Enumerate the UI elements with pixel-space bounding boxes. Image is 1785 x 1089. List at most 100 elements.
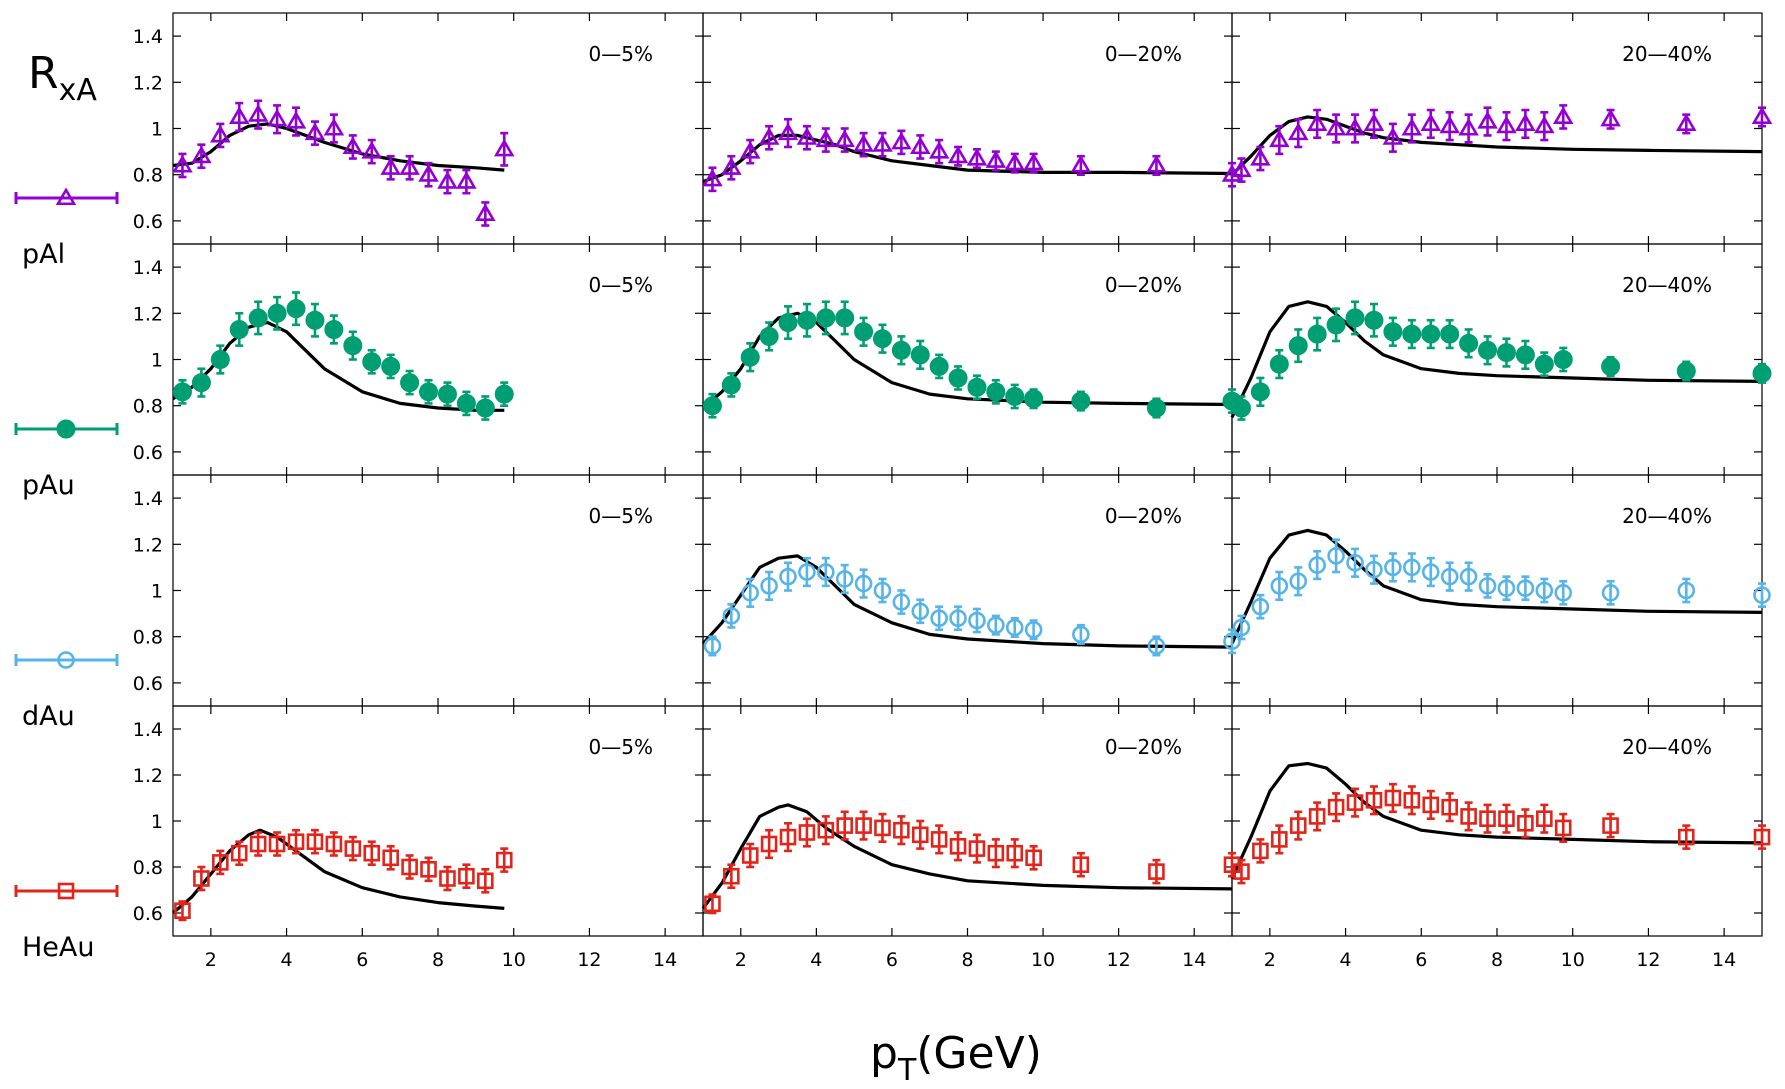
- data-marker-shape: [966, 147, 988, 166]
- data-point: [1403, 552, 1421, 583]
- data-point: [1383, 316, 1403, 347]
- data-marker-shape: [1459, 333, 1479, 353]
- data-marker-shape: [1478, 340, 1498, 360]
- data-marker: [702, 396, 722, 416]
- data-marker: [1232, 618, 1251, 637]
- data-marker: [1402, 324, 1422, 344]
- data-marker: [817, 821, 835, 839]
- data-marker-shape: [968, 840, 986, 857]
- data-marker: [855, 817, 872, 834]
- data-marker: [1306, 113, 1328, 131]
- panel-pAu-0: 0.6 0.8 1 1.2 1.4 0—5%: [133, 243, 704, 476]
- data-point: [760, 828, 778, 860]
- data-point: [1421, 318, 1441, 350]
- data-marker-shape: [1024, 620, 1043, 639]
- data-marker: [1025, 849, 1042, 867]
- data-point: [380, 154, 401, 181]
- data-point: [1327, 538, 1345, 574]
- data-marker-shape: [892, 593, 911, 611]
- data-marker: [401, 858, 418, 876]
- legend-label: dAu: [22, 701, 75, 732]
- data-point: [1401, 113, 1423, 144]
- data-marker-shape: [1496, 115, 1517, 134]
- data-marker-shape: [381, 356, 401, 376]
- data-point: [1148, 858, 1165, 885]
- data-marker: [1147, 637, 1166, 655]
- data-marker-shape: [1364, 310, 1384, 330]
- panel-pAl-1-points: [702, 117, 1167, 193]
- data-marker: [891, 340, 911, 360]
- data-point: [1535, 577, 1554, 604]
- data-point: [778, 305, 798, 341]
- data-marker: [1233, 863, 1250, 880]
- data-marker: [1308, 808, 1326, 825]
- data-marker: [212, 854, 229, 871]
- data-marker: [1601, 356, 1621, 376]
- data-marker: [1496, 343, 1516, 363]
- data-marker: [987, 844, 1005, 862]
- data-marker: [928, 141, 950, 159]
- data-point: [986, 378, 1006, 405]
- data-point: [382, 844, 399, 871]
- data-marker: [910, 136, 931, 155]
- data-marker: [286, 299, 306, 319]
- data-marker: [344, 840, 362, 857]
- data-marker-shape: [1070, 154, 1092, 173]
- data-point: [477, 867, 494, 894]
- data-marker: [835, 308, 855, 328]
- x-tick-label: 6: [1415, 949, 1427, 971]
- data-marker: [777, 122, 799, 141]
- data-marker-shape: [1363, 113, 1385, 131]
- data-marker: [1383, 322, 1403, 342]
- data-marker: [872, 329, 892, 349]
- data-point: [987, 614, 1005, 636]
- data-point: [1600, 108, 1621, 130]
- panel-HeAu-1: 2 4 6 8 10 12 14 0—20%: [701, 705, 1233, 971]
- data-point: [325, 831, 343, 857]
- y-axis-label-main: R: [28, 48, 59, 99]
- data-marker: [1071, 391, 1091, 411]
- data-marker: [1006, 844, 1024, 862]
- data-point: [928, 138, 950, 165]
- data-marker: [853, 134, 874, 152]
- data-point: [1325, 113, 1347, 144]
- data-point: [1515, 108, 1536, 140]
- data-marker: [911, 602, 930, 621]
- data-point: [1676, 113, 1697, 135]
- data-point: [1326, 307, 1346, 343]
- data-point: [779, 821, 797, 853]
- data-marker: [721, 157, 742, 175]
- data-point: [363, 840, 381, 867]
- data-marker-shape: [1287, 122, 1309, 141]
- data-marker: [1271, 831, 1288, 848]
- y-tick-label: 1.2: [133, 534, 163, 556]
- data-marker-shape: [836, 817, 853, 834]
- data-point: [1753, 824, 1771, 850]
- data-marker-shape: [193, 870, 210, 887]
- data-marker-shape: [419, 382, 439, 402]
- data-marker-shape: [1421, 324, 1441, 344]
- data-marker-shape: [228, 106, 250, 125]
- data-marker: [1515, 345, 1535, 365]
- data-point: [381, 353, 401, 380]
- data-marker-shape: [401, 858, 418, 876]
- data-marker: [891, 131, 912, 150]
- data-marker-shape: [361, 141, 383, 159]
- panels-layer: 0.6 0.8 1 1.2 1.4 0—5% 0—20% 20—40% 0.6 0.8 1 1.2 1.…: [133, 12, 1773, 971]
- data-point: [1479, 803, 1496, 834]
- data-point: [172, 152, 193, 179]
- data-marker-shape: [1325, 117, 1347, 136]
- x-tick-label: 10: [1561, 949, 1585, 971]
- data-marker: [1676, 113, 1697, 131]
- data-marker: [1479, 810, 1496, 828]
- data-marker-shape: [174, 902, 191, 920]
- data-marker: [1072, 625, 1090, 644]
- data-marker: [1421, 324, 1441, 344]
- data-marker: [1307, 324, 1327, 344]
- data-point: [779, 561, 797, 592]
- data-marker-shape: [1327, 547, 1345, 565]
- y-tick-label: 1.2: [133, 303, 163, 325]
- data-marker: [268, 835, 286, 853]
- data-marker-shape: [420, 860, 437, 878]
- data-marker-shape: [1072, 856, 1090, 874]
